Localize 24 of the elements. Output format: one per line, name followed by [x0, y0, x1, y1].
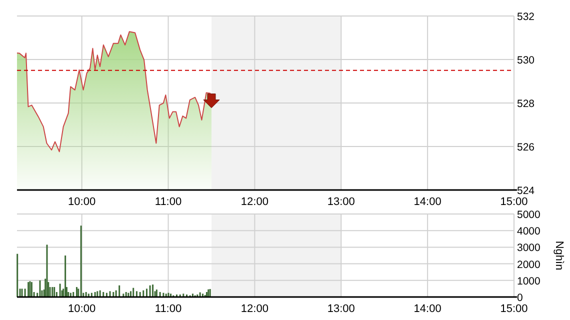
- y-tick-label: 0: [517, 292, 523, 304]
- y-tick-label: 2000: [517, 258, 541, 271]
- y-axis-title: Nghìn: [553, 240, 565, 270]
- x-tick-label: 10:00: [68, 196, 96, 208]
- x-tick-label: 11:00: [154, 196, 182, 208]
- y-tick-label: 530: [517, 54, 535, 66]
- y-tick-label: 528: [517, 98, 535, 110]
- y-tick-label: 3000: [517, 242, 541, 254]
- y-tick-label: 5000: [517, 209, 541, 221]
- x-tick-label: 14:00: [414, 196, 442, 208]
- y-tick-label: 526: [517, 142, 535, 154]
- y-tick-label: 4000: [517, 226, 541, 238]
- x-tick-label: 11:00: [154, 303, 182, 315]
- x-tick-label: 15:00: [500, 303, 528, 315]
- x-tick-label: 13:00: [327, 196, 355, 208]
- y-tick-label: 1000: [517, 275, 541, 288]
- x-tick-label: 12:00: [240, 303, 268, 315]
- x-tick-label: 13:00: [327, 303, 355, 315]
- x-tick-label: 14:00: [414, 303, 442, 315]
- x-tick-label: 12:00: [240, 196, 268, 208]
- x-tick-label: 10:00: [68, 303, 96, 315]
- y-tick-label: 532: [517, 11, 535, 23]
- x-tick-label: 15:00: [500, 196, 528, 208]
- y-tick-label: 524: [517, 185, 535, 197]
